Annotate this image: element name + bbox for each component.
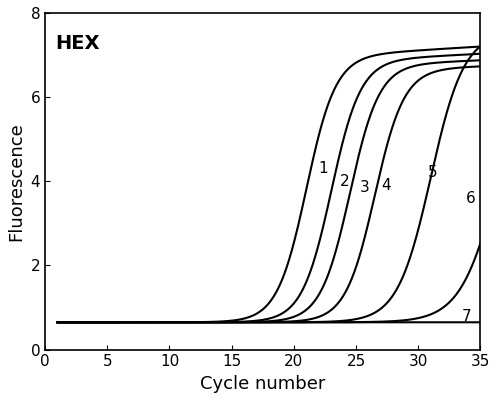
Text: 4: 4 [381,178,391,193]
Text: 1: 1 [319,161,329,176]
Text: 7: 7 [462,309,471,324]
X-axis label: Cycle number: Cycle number [200,375,326,393]
Text: 3: 3 [360,180,369,195]
Text: HEX: HEX [55,34,99,53]
Text: 2: 2 [340,174,349,189]
Text: 6: 6 [466,191,475,206]
Y-axis label: Fluorescence: Fluorescence [7,122,25,241]
Text: 5: 5 [428,165,438,180]
